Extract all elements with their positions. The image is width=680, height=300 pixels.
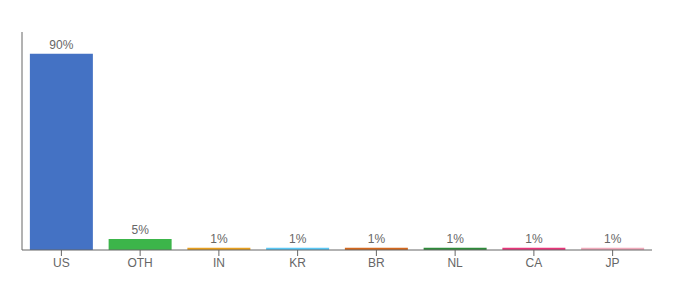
svg-text:5%: 5% [131,223,149,237]
svg-text:US: US [53,256,70,270]
svg-text:1%: 1% [210,232,228,246]
svg-text:1%: 1% [525,232,543,246]
svg-text:OTH: OTH [127,256,152,270]
svg-text:CA: CA [526,256,543,270]
svg-text:NL: NL [447,256,463,270]
svg-text:IN: IN [213,256,225,270]
svg-text:90%: 90% [49,38,73,52]
svg-text:1%: 1% [446,232,464,246]
svg-text:BR: BR [368,256,385,270]
svg-text:1%: 1% [368,232,386,246]
svg-text:1%: 1% [604,232,622,246]
svg-text:1%: 1% [289,232,307,246]
svg-text:KR: KR [289,256,306,270]
svg-text:JP: JP [606,256,620,270]
